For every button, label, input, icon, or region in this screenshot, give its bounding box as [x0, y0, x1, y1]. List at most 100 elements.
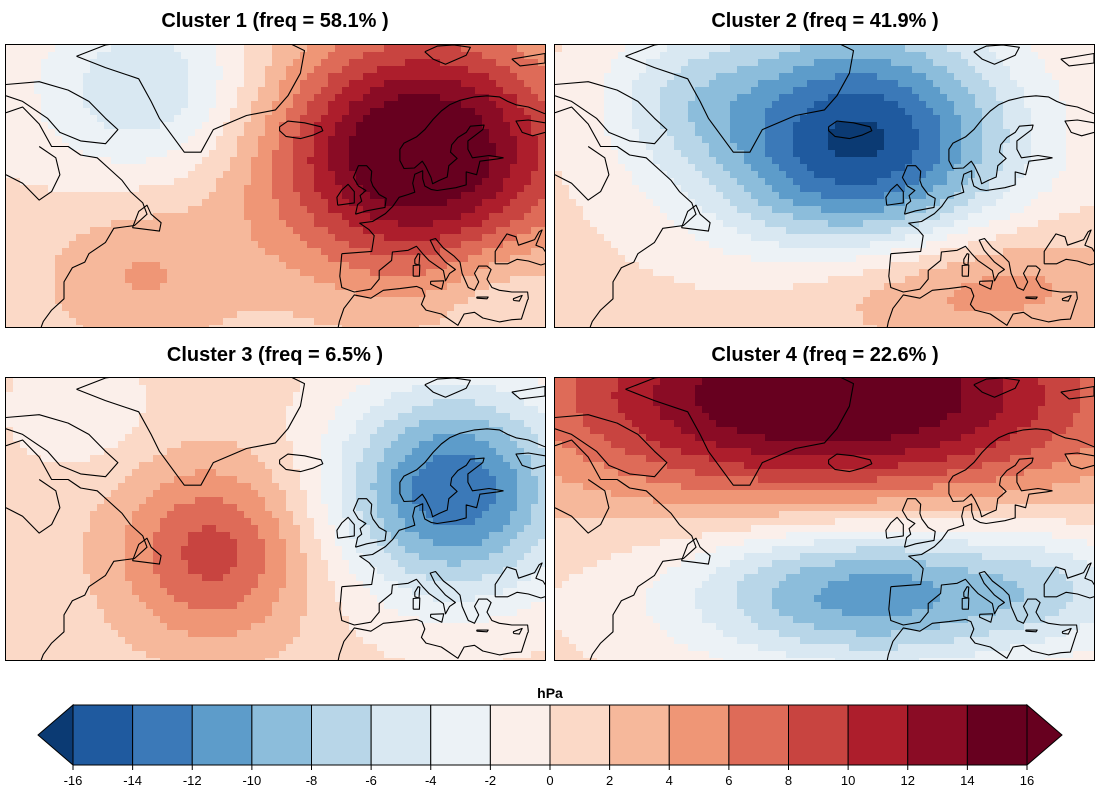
field-cell [202, 185, 210, 193]
field-cell [905, 157, 913, 165]
field-cell [195, 108, 203, 116]
field-cell [83, 248, 91, 256]
field-cell [555, 178, 563, 186]
field-cell [139, 213, 147, 221]
field-cell [293, 101, 301, 109]
field-cell [153, 325, 161, 327]
field-cell [926, 185, 934, 193]
field-cell [118, 276, 126, 284]
field-cell [1038, 164, 1046, 172]
field-cell [265, 304, 273, 312]
field-cell [6, 213, 14, 221]
field-cell [349, 136, 357, 144]
field-cell [167, 115, 175, 123]
field-cell [412, 52, 420, 60]
field-cell [496, 283, 504, 291]
field-cell [758, 129, 766, 137]
field-cell [83, 122, 91, 130]
field-cell [531, 325, 539, 327]
field-cell [125, 199, 133, 207]
field-cell [489, 241, 497, 249]
field-cell [104, 290, 112, 298]
field-cell [632, 136, 640, 144]
field-cell [884, 171, 892, 179]
field-cell [97, 122, 105, 130]
field-cell [919, 178, 927, 186]
field-cell [244, 115, 252, 123]
field-cell [398, 192, 406, 200]
field-cell [482, 276, 490, 284]
field-cell [174, 115, 182, 123]
field-cell [41, 290, 49, 298]
field-cell [828, 108, 836, 116]
field-cell [398, 318, 406, 326]
field-cell [279, 94, 287, 102]
field-cell [821, 129, 829, 137]
field-cell [167, 108, 175, 116]
field-cell [538, 248, 545, 256]
field-cell [555, 115, 563, 123]
field-cell [258, 52, 266, 60]
field-cell [1052, 122, 1060, 130]
field-cell [538, 150, 545, 158]
field-cell [83, 59, 91, 67]
field-cell [496, 248, 504, 256]
field-cell [1066, 101, 1074, 109]
field-cell [41, 66, 49, 74]
field-cell [97, 192, 105, 200]
field-cell [62, 73, 70, 81]
field-cell [377, 227, 385, 235]
field-cell [342, 276, 350, 284]
field-cell [800, 171, 808, 179]
field-cell [975, 164, 983, 172]
field-cell [419, 276, 427, 284]
field-cell [737, 164, 745, 172]
field-cell [947, 87, 955, 95]
field-cell [251, 150, 259, 158]
field-cell [793, 101, 801, 109]
field-cell [272, 87, 280, 95]
field-cell [69, 80, 77, 88]
field-cell [146, 262, 154, 270]
field-cell [55, 262, 63, 270]
field-cell [132, 206, 140, 214]
field-cell [562, 192, 570, 200]
field-cell [482, 185, 490, 193]
field-cell [293, 73, 301, 81]
field-cell [926, 73, 934, 81]
field-cell [342, 136, 350, 144]
field-cell [975, 59, 983, 67]
field-cell [139, 206, 147, 214]
field-cell [230, 94, 238, 102]
field-cell [146, 178, 154, 186]
field-cell [244, 157, 252, 165]
field-cell [440, 227, 448, 235]
field-cell [933, 108, 941, 116]
field-cell [1010, 199, 1018, 207]
field-cell [709, 94, 717, 102]
field-cell [1024, 185, 1032, 193]
field-cell [562, 150, 570, 158]
field-cell [48, 108, 56, 116]
field-cell [510, 227, 518, 235]
field-cell [97, 220, 105, 228]
field-cell [933, 178, 941, 186]
field-cell [20, 80, 28, 88]
field-cell [1038, 45, 1046, 53]
field-cell [412, 248, 420, 256]
field-cell [926, 66, 934, 74]
field-cell [618, 115, 626, 123]
field-cell [321, 178, 329, 186]
field-cell [555, 45, 563, 53]
field-cell [709, 59, 717, 67]
field-cell [496, 171, 504, 179]
field-cell [230, 304, 238, 312]
field-cell [419, 206, 427, 214]
field-cell [160, 59, 168, 67]
field-cell [1045, 185, 1053, 193]
field-cell [286, 178, 294, 186]
field-cell [419, 136, 427, 144]
field-cell [482, 66, 490, 74]
field-cell [286, 262, 294, 270]
field-cell [807, 94, 815, 102]
